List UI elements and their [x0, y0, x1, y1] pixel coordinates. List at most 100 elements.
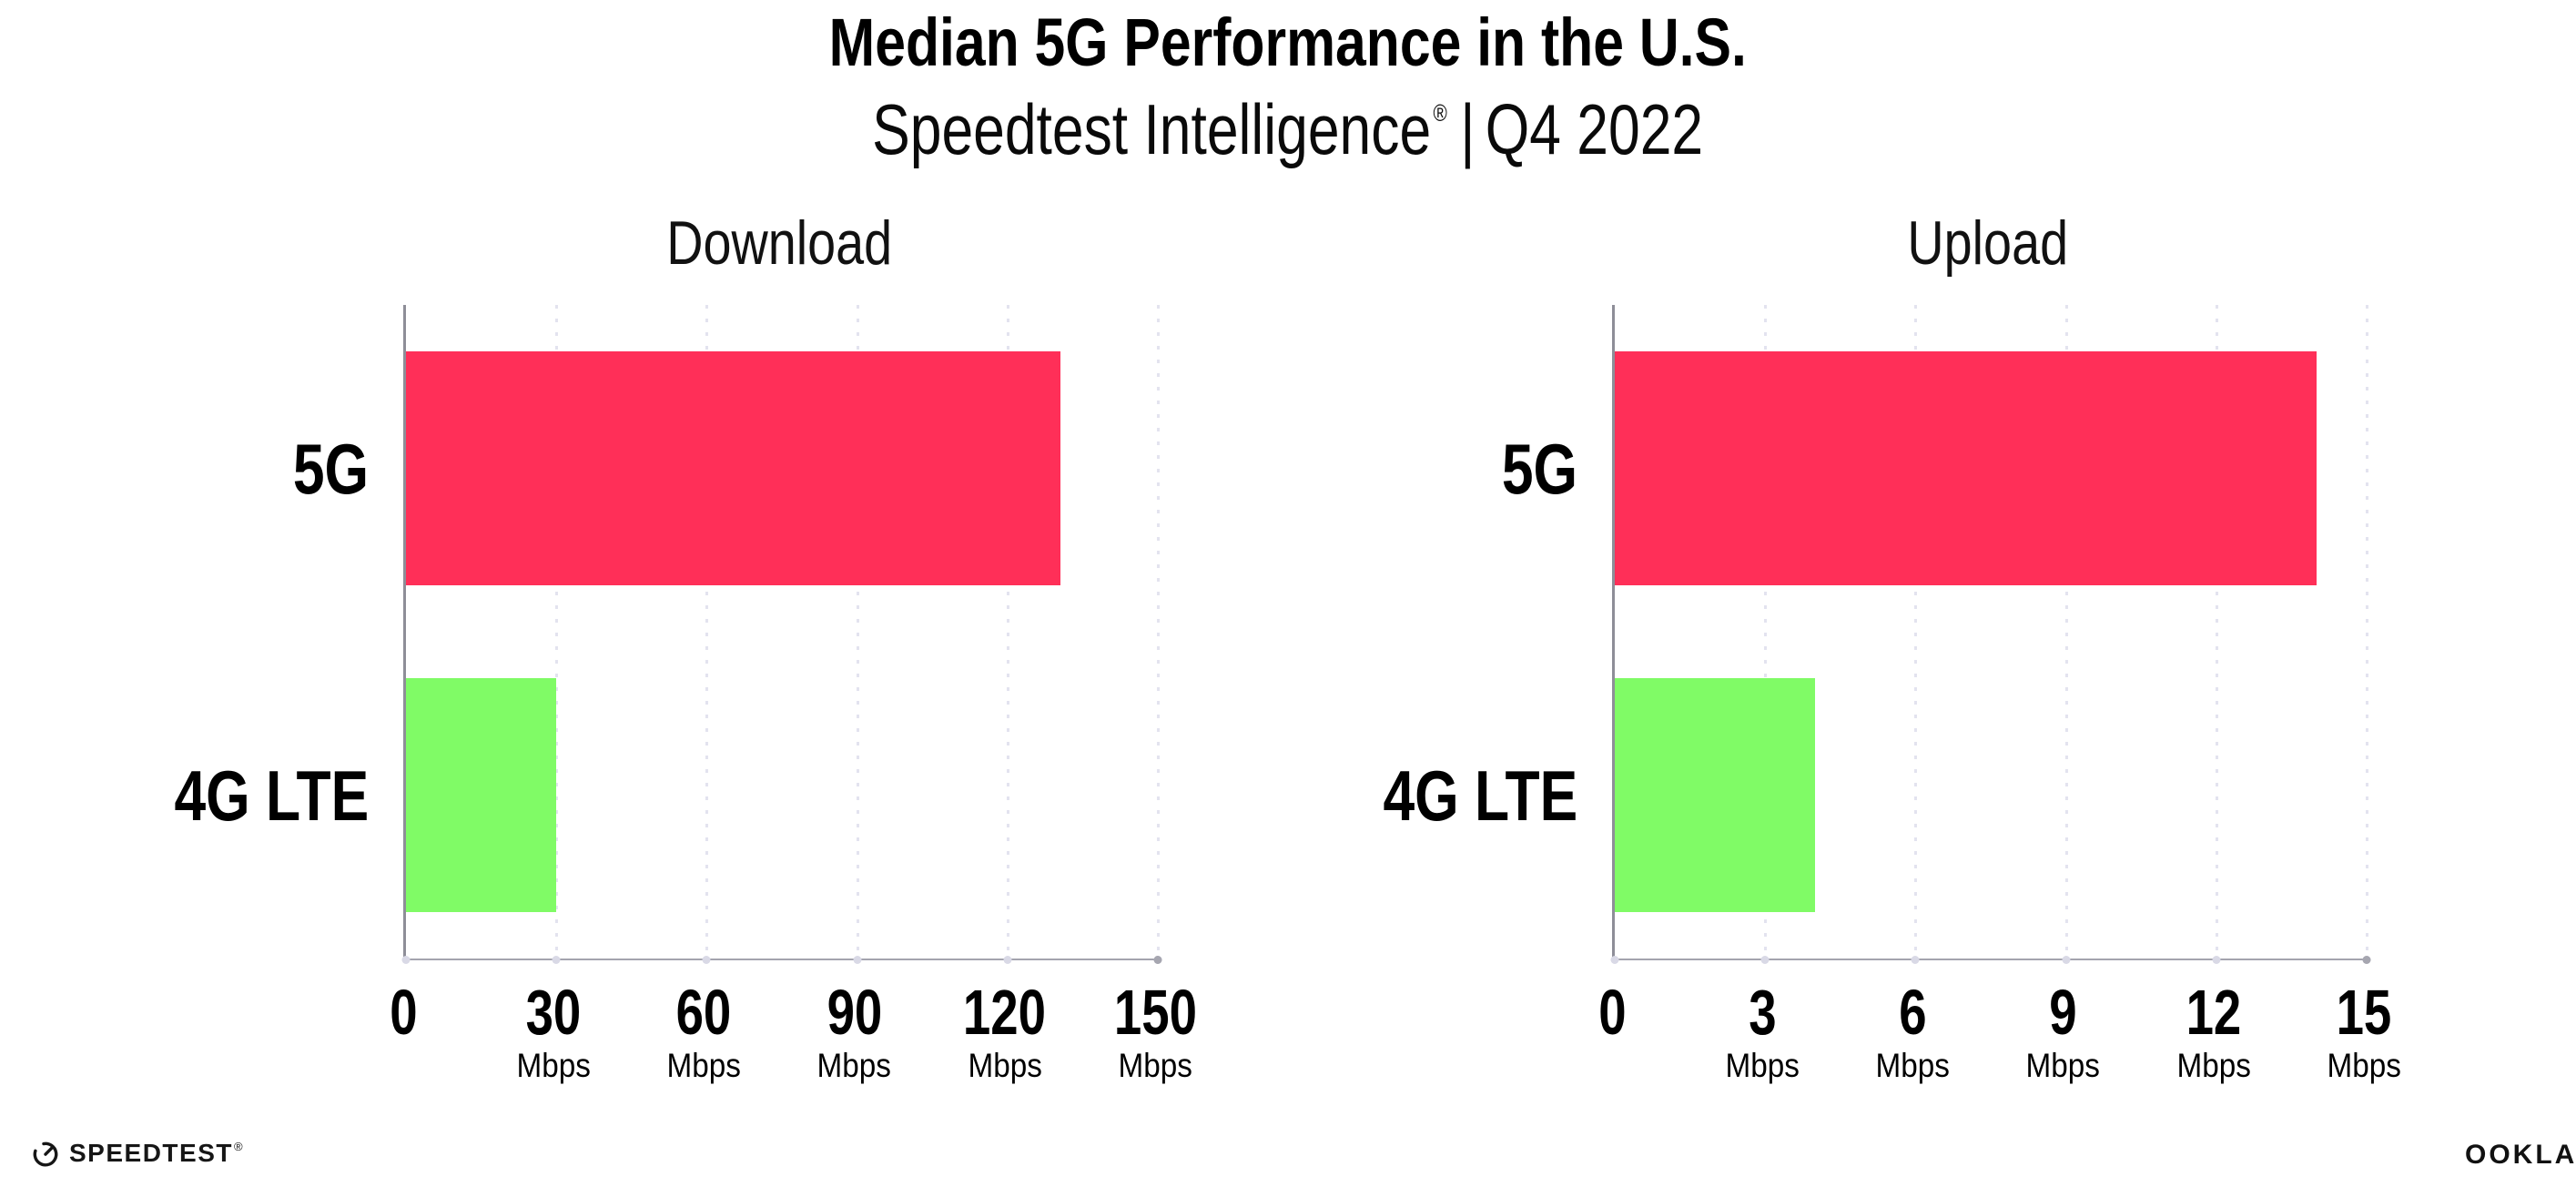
axis-end-dot: [1153, 956, 1162, 964]
x-tick-value-text: 60: [676, 977, 732, 1048]
x-tick-unit-text: Mbps: [968, 1047, 1042, 1084]
gridline: [705, 305, 709, 959]
upload-chart-title: Upload: [1612, 209, 2364, 277]
x-tick-value-text: 120: [963, 977, 1047, 1048]
category-label-5g: 5G: [82, 423, 369, 514]
axis-tick-dot: [552, 956, 561, 964]
x-tick-value: 15: [2246, 979, 2482, 1045]
x-tick-unit-text: Mbps: [1118, 1047, 1192, 1084]
x-tick-value: 90: [736, 979, 973, 1045]
x-axis-tick: 60 Mbps: [585, 979, 822, 1084]
subtitle-separator: |: [1460, 89, 1476, 169]
x-tick-unit-text: Mbps: [516, 1047, 591, 1084]
bar-5g: [406, 351, 1060, 585]
axis-tick-dot: [1911, 956, 1920, 964]
x-tick-unit: Mbps: [2246, 1048, 2482, 1084]
x-tick-value-text: 0: [1597, 977, 1627, 1048]
x-tick-unit: Mbps: [585, 1048, 822, 1084]
x-axis-tick: 9 Mbps: [1945, 979, 2182, 1084]
category-label-text: 5G: [292, 428, 369, 509]
x-axis-tick: 0: [285, 979, 522, 1045]
category-label-4g-lte: 4G LTE: [82, 750, 369, 841]
x-tick-value-text: 12: [2186, 977, 2242, 1048]
gridline: [1157, 305, 1160, 959]
x-axis-tick: 3 Mbps: [1644, 979, 1881, 1084]
speedtest-gauge-icon: [33, 1141, 58, 1167]
axis-tick-dot: [1610, 956, 1619, 964]
x-axis-tick: 6 Mbps: [1794, 979, 2031, 1084]
axis-tick-dot: [2212, 956, 2221, 964]
x-axis-tick: 120 Mbps: [887, 979, 1123, 1084]
subtitle-brand: Speedtest Intelligence: [872, 89, 1432, 169]
gridline: [2366, 305, 2368, 959]
page-title-text: Median 5G Performance in the U.S.: [828, 5, 1748, 80]
speedtest-logo: SPEEDTEST ®: [31, 1132, 243, 1174]
x-tick-value-text: 6: [1899, 977, 1927, 1048]
registered-trademark-symbol: ®: [1433, 99, 1448, 127]
x-tick-unit: Mbps: [1945, 1048, 2182, 1084]
x-tick-value: 120: [887, 979, 1123, 1045]
x-tick-unit-text: Mbps: [1875, 1047, 1951, 1084]
x-axis-tick: 150 Mbps: [1037, 979, 1273, 1084]
gridline: [2064, 305, 2068, 959]
x-tick-unit: Mbps: [736, 1048, 973, 1084]
x-tick-unit-text: Mbps: [2327, 1047, 2401, 1084]
axis-end-dot: [2362, 956, 2371, 964]
x-tick-value: 0: [285, 979, 522, 1045]
gridline: [1914, 305, 1918, 959]
download-plot-area: [401, 305, 1162, 964]
bar-4g-lte: [406, 678, 557, 912]
x-axis-tick: 90 Mbps: [736, 979, 973, 1084]
x-tick-unit: Mbps: [2095, 1048, 2332, 1084]
upload-plot-area: [1610, 305, 2371, 964]
bar-4g-lte: [1615, 678, 1816, 912]
axis-tick-dot: [853, 956, 862, 964]
category-label-4g-lte: 4G LTE: [1291, 750, 1577, 841]
ookla-wordmark: OOKLA: [2465, 1140, 2576, 1170]
x-axis-tick: 12 Mbps: [2095, 979, 2332, 1084]
upload-chart: Upload 0 3 Mbps 6 Mbps 9 Mbps 12 Mbps 15 Mbps 5G 4G …: [1291, 209, 2439, 1120]
x-axis-tick: 0: [1494, 979, 1730, 1045]
x-tick-value: 150: [1037, 979, 1273, 1045]
x-tick-value-text: 15: [2336, 977, 2392, 1048]
x-tick-unit-text: Mbps: [816, 1047, 892, 1084]
x-axis-tick: 15 Mbps: [2246, 979, 2482, 1084]
x-tick-value: 30: [435, 979, 672, 1045]
x-tick-value: 9: [1945, 979, 2182, 1045]
speedtest-wordmark: SPEEDTEST: [69, 1139, 233, 1167]
x-tick-value-text: 0: [389, 977, 418, 1048]
category-label-text: 5G: [1501, 428, 1577, 509]
x-tick-value: 12: [2095, 979, 2332, 1045]
upload-chart-title-text: Upload: [1907, 208, 2069, 278]
bar-5g: [1615, 351, 2317, 585]
x-tick-value-text: 3: [1749, 977, 1777, 1048]
x-tick-value-text: 150: [1113, 977, 1197, 1048]
x-tick-value: 3: [1644, 979, 1881, 1045]
page-title: Median 5G Performance in the U.S.: [0, 7, 2576, 78]
category-label-text: 4G LTE: [174, 755, 369, 836]
download-chart: Download 0 30 Mbps 60 Mbps 90 Mbps 120 Mbps 150 Mb…: [82, 209, 1231, 1120]
x-tick-unit: Mbps: [1644, 1048, 1881, 1084]
x-tick-value: 6: [1794, 979, 2031, 1045]
download-chart-title-text: Download: [665, 208, 892, 278]
x-tick-unit: Mbps: [1037, 1048, 1273, 1084]
gridline: [856, 305, 859, 959]
ookla-logo: OOKLA®: [2465, 1140, 2576, 1171]
axis-tick-dot: [702, 956, 711, 964]
category-label-5g: 5G: [1291, 423, 1577, 514]
x-tick-value-text: 9: [2049, 977, 2077, 1048]
x-tick-unit: Mbps: [887, 1048, 1123, 1084]
axis-tick-dot: [1003, 956, 1012, 964]
x-tick-unit: Mbps: [1794, 1048, 2031, 1084]
axis-tick-dot: [401, 956, 411, 964]
subtitle-period: Q4 2022: [1486, 89, 1704, 169]
download-chart-title: Download: [403, 209, 1155, 277]
subtitle-text: Speedtest Intelligence® | Q4 2022: [872, 91, 1703, 184]
axis-tick-dot: [1760, 956, 1770, 964]
gridline: [555, 305, 559, 959]
page-subtitle: Speedtest Intelligence® | Q4 2022: [0, 91, 2576, 184]
axis-tick-dot: [2062, 956, 2071, 964]
x-tick-value-text: 30: [525, 977, 582, 1048]
x-axis-tick: 30 Mbps: [435, 979, 672, 1084]
